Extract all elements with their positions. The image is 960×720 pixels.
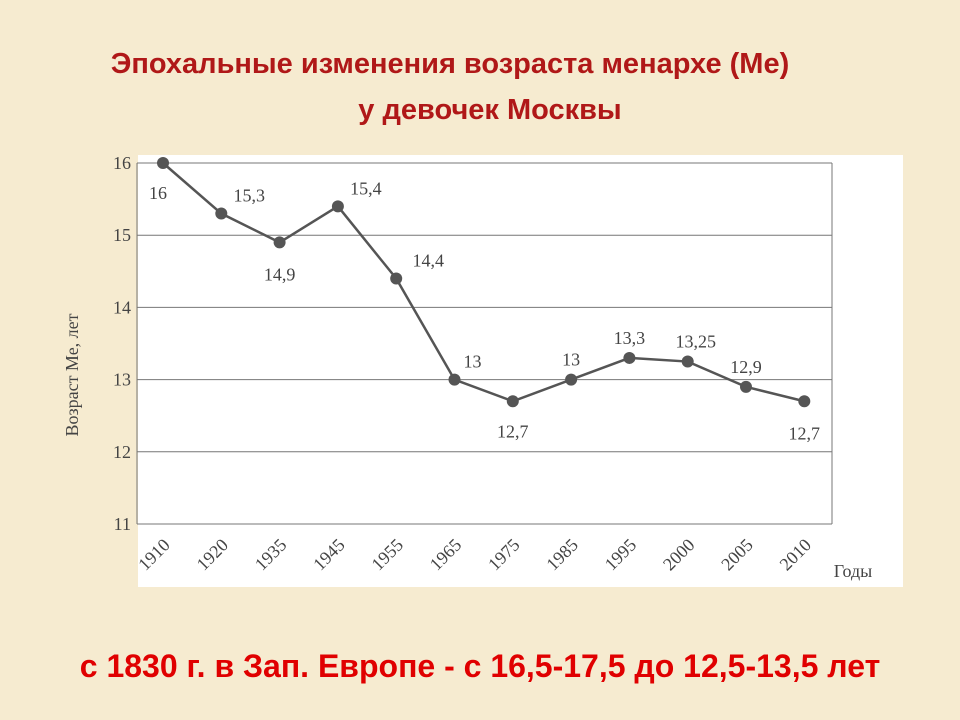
point xyxy=(215,207,228,220)
point xyxy=(331,200,344,213)
value-label: 12,7 xyxy=(789,423,821,443)
x-axis-label: Годы xyxy=(834,561,873,581)
value-label: 15,4 xyxy=(350,178,382,198)
y-tick-label: 15 xyxy=(113,225,131,245)
point xyxy=(798,395,811,408)
value-label: 12,9 xyxy=(730,357,762,377)
value-label: 13,3 xyxy=(614,328,646,348)
value-label: 14,9 xyxy=(264,264,296,284)
point xyxy=(448,373,461,386)
footer: с 1830 г. в Зап. Европе - с 16,5-17,5 до… xyxy=(79,648,881,684)
value-label: 13 xyxy=(464,352,482,372)
y-tick-label: 12 xyxy=(113,442,131,462)
value-label: 15,3 xyxy=(234,186,265,206)
line xyxy=(162,162,805,403)
y-tick-label: 13 xyxy=(113,370,131,390)
value-label: 14,4 xyxy=(412,251,444,271)
point xyxy=(623,351,636,364)
point xyxy=(157,157,169,169)
point xyxy=(390,272,403,285)
y-tick-label: 11 xyxy=(114,514,131,534)
point xyxy=(740,380,752,393)
value-label: 16 xyxy=(149,183,167,203)
point xyxy=(681,355,694,368)
point xyxy=(506,395,519,408)
point xyxy=(565,373,578,386)
y-tick-label: 16 xyxy=(113,153,131,173)
chart-background xyxy=(138,155,903,587)
value-label: 12,7 xyxy=(497,421,529,441)
y-axis-label: Возраст Ме, лет xyxy=(62,313,82,436)
title-line: Эпохальные изменения возраста менархе (М… xyxy=(110,48,790,80)
value-label: 13,25 xyxy=(675,332,716,352)
title-line: у девочек Москвы xyxy=(358,94,622,126)
value-label: 13 xyxy=(562,350,580,370)
point xyxy=(273,236,286,249)
y-tick-label: 14 xyxy=(113,297,131,317)
